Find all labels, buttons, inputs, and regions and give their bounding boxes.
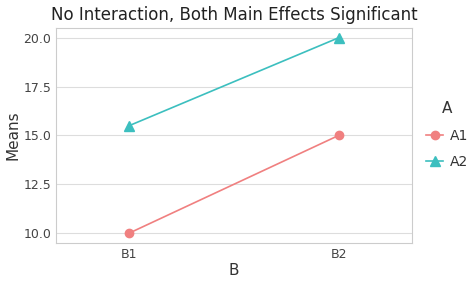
Title: No Interaction, Both Main Effects Significant: No Interaction, Both Main Effects Signif… <box>51 6 418 24</box>
Legend: A1, A2: A1, A2 <box>426 101 468 169</box>
Y-axis label: Means: Means <box>6 110 20 160</box>
X-axis label: B: B <box>229 264 239 278</box>
